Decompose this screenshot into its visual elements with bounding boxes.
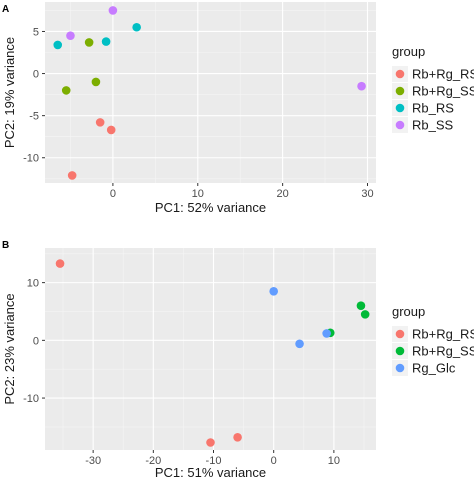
x-tick-label: 10: [328, 455, 340, 467]
legend-title: group: [392, 44, 425, 59]
x-axis-title: PC1: 52% variance: [155, 200, 266, 215]
x-axis-title: PC1: 51% variance: [155, 465, 266, 480]
data-point: [322, 329, 331, 338]
legend: group Rb+Rg_RS Rb+Rg_SS Rg_Glc: [392, 304, 474, 376]
y-axis-title: PC2: 23% variance: [2, 293, 17, 404]
data-point: [356, 301, 366, 311]
data-point: [233, 433, 242, 442]
plot-background: [45, 2, 376, 183]
data-point: [66, 31, 75, 40]
x-tick-label: 0: [271, 455, 277, 467]
x-tick-label: 30: [361, 188, 373, 200]
plot-background: [45, 248, 376, 450]
y-axis-title: PC2: 19% variance: [2, 37, 17, 148]
legend-item-label: Rb+Rg_RS: [412, 67, 474, 82]
data-point: [206, 438, 215, 447]
legend-key-marker: [395, 120, 405, 130]
legend-item-label: Rb_SS: [412, 118, 454, 133]
x-tick-label: -30: [85, 455, 101, 467]
data-point: [101, 37, 111, 46]
legend-key-marker: [395, 86, 405, 96]
data-point: [360, 310, 370, 319]
data-point: [295, 339, 304, 349]
x-tick-label: 0: [110, 188, 116, 200]
x-tick-label: -20: [145, 455, 161, 467]
data-point: [108, 6, 118, 15]
y-tick-label: -10: [23, 153, 39, 165]
data-point: [106, 125, 116, 135]
legend-title: group: [392, 304, 425, 319]
data-point: [269, 286, 278, 296]
data-point: [132, 22, 141, 32]
legend-key-marker: [395, 363, 405, 373]
legend-key-marker: [395, 69, 405, 79]
data-point: [91, 77, 101, 87]
x-tick-label: -10: [206, 455, 222, 467]
legend-item-label: Rb+Rg_SS: [412, 344, 474, 359]
y-tick-label: 10: [27, 278, 39, 290]
legend-item-label: Rb+Rg_SS: [412, 84, 474, 99]
data-point: [53, 40, 63, 50]
panel-label: B: [2, 240, 9, 251]
y-tick-label: 0: [33, 69, 39, 81]
legend-item-label: Rg_Glc: [412, 361, 456, 376]
legend: group Rb+Rg_RS Rb+Rg_SS Rb_RS Rb_SS: [392, 44, 474, 133]
legend-key-marker: [395, 103, 405, 113]
legend-item-label: Rb_RS: [412, 101, 454, 116]
legend-key-marker: [395, 329, 405, 339]
y-tick-label: -5: [29, 111, 39, 123]
chart-panel-b: -30 -20 -10 0 10 -10 0 10 PC1: 51% variance PC2: …: [2, 240, 474, 480]
data-point: [357, 81, 366, 91]
x-tick-label: 10: [192, 188, 204, 200]
legend-key-marker: [395, 346, 405, 356]
panel-label: A: [2, 4, 9, 15]
data-point: [84, 38, 94, 47]
y-tick-label: 0: [33, 335, 39, 347]
data-point: [95, 118, 105, 127]
y-tick-label: -10: [23, 393, 39, 405]
data-point: [67, 171, 77, 180]
chart-panel-a: 0 10 20 30 -10 -5 0 5 PC1: 52% variance PC2: 19% …: [2, 2, 474, 215]
x-tick-label: 20: [277, 188, 289, 200]
data-point: [55, 259, 65, 268]
y-tick-label: 5: [33, 26, 39, 38]
data-point: [61, 86, 71, 95]
legend-item-label: Rb+Rg_RS: [412, 327, 474, 342]
